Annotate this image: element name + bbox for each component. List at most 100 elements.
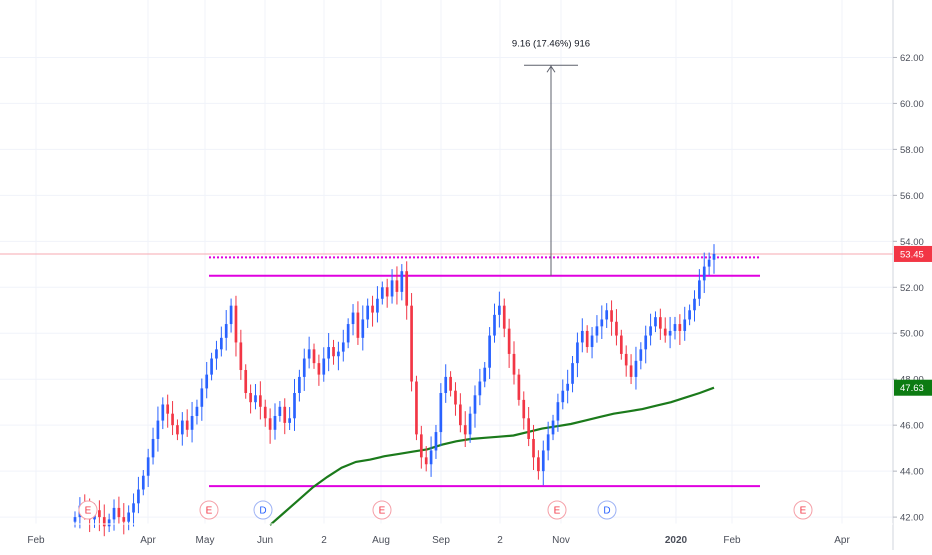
earnings-marker[interactable]: E — [372, 500, 392, 520]
x-tick-label: May — [196, 535, 215, 546]
candle-down — [527, 418, 530, 439]
candle-down — [517, 374, 521, 400]
candle-down — [449, 376, 452, 391]
candle-up — [580, 330, 584, 343]
candle-up — [302, 358, 306, 377]
candle-up — [639, 349, 643, 361]
price-badge — [894, 379, 932, 396]
y-tick-label: 50.00 — [900, 329, 924, 340]
candle-up — [649, 326, 652, 336]
candle-up — [180, 420, 184, 435]
candle-up — [341, 342, 345, 352]
candle-down — [356, 312, 360, 338]
x-tick-label: Jun — [257, 535, 273, 546]
candle-down — [332, 347, 335, 357]
candle-up — [600, 319, 604, 327]
candle-down — [585, 330, 589, 348]
candle-up — [551, 420, 555, 435]
candle-up — [137, 489, 140, 504]
candle-up — [673, 324, 677, 331]
moving-average-line[interactable] — [269, 386, 715, 526]
event-marker-label: E — [85, 506, 92, 517]
candle-down — [239, 342, 243, 371]
candle-up — [688, 310, 691, 320]
candle-up — [444, 376, 448, 393]
candle-up — [219, 337, 223, 350]
price-badge-label: 47.63 — [900, 383, 924, 394]
candle-down — [259, 395, 262, 407]
candle-up — [376, 298, 379, 313]
candle-up — [205, 374, 209, 389]
event-marker-circle — [597, 500, 617, 520]
candle-up — [112, 507, 116, 520]
event-marker-label: D — [259, 506, 266, 517]
event-marker-circle — [372, 500, 392, 520]
candle-up — [707, 259, 711, 267]
candle-down — [102, 517, 106, 527]
candle-up — [307, 349, 311, 359]
candle-up — [141, 475, 145, 490]
x-tick-label: 2020 — [665, 535, 688, 546]
candle-up — [498, 305, 501, 315]
y-tick-label: 54.00 — [900, 237, 924, 248]
event-marker-label: E — [206, 506, 213, 517]
candle-up — [127, 512, 130, 522]
candle-up — [366, 305, 370, 320]
candle-down — [619, 335, 623, 354]
event-marker-circle — [199, 500, 219, 520]
candle-up — [473, 395, 477, 414]
x-tick-label: 2 — [497, 535, 503, 546]
candle-down — [463, 425, 467, 435]
dividend-marker[interactable]: D — [253, 500, 273, 520]
measure-label: 9.16 (17.46%) 916 — [512, 38, 590, 49]
candle-down — [410, 305, 413, 382]
y-tick-label: 42.00 — [900, 513, 924, 524]
x-tick-label: Feb — [27, 535, 45, 546]
candle-down — [454, 390, 457, 405]
earnings-marker[interactable]: E — [199, 500, 219, 520]
candle-up — [351, 312, 355, 325]
candle-up — [278, 406, 282, 416]
y-tick-label: 58.00 — [900, 145, 924, 156]
candle-down — [659, 317, 662, 329]
candle-down — [283, 406, 287, 423]
candle-up — [668, 330, 672, 336]
y-tick-label: 52.00 — [900, 283, 924, 294]
y-tick-label: 46.00 — [900, 421, 924, 432]
event-marker-label: E — [554, 506, 561, 517]
candle-up — [712, 253, 716, 260]
candle-up — [488, 335, 491, 368]
candle-up — [434, 432, 438, 451]
event-marker-label: E — [800, 506, 807, 517]
candle-down — [234, 305, 238, 343]
candle-up — [493, 314, 496, 336]
candle-up — [73, 517, 77, 522]
earnings-marker[interactable]: E — [793, 500, 813, 520]
candle-up — [288, 418, 291, 423]
y-tick-label: 60.00 — [900, 99, 924, 110]
candle-up — [380, 287, 384, 299]
candle-down — [663, 328, 667, 336]
candle-up — [132, 503, 135, 513]
candle-down — [98, 510, 101, 518]
earnings-marker[interactable]: E — [78, 500, 98, 520]
candle-up — [468, 413, 472, 435]
x-tick-label: Nov — [552, 535, 570, 546]
candle-up — [156, 420, 160, 439]
candle-up — [215, 349, 218, 359]
candle-down — [263, 406, 267, 419]
candle-down — [166, 404, 170, 414]
candle-down — [122, 517, 126, 522]
candle-up — [107, 519, 111, 527]
event-marker-circle — [547, 500, 567, 520]
dividend-marker[interactable]: D — [597, 500, 617, 520]
earnings-marker[interactable]: E — [547, 500, 567, 520]
candle-up — [541, 450, 545, 472]
candle-up — [322, 358, 326, 375]
candle-up — [546, 434, 550, 451]
x-tick-label: Aug — [372, 535, 390, 546]
candle-down — [678, 324, 682, 331]
candle-up — [146, 457, 150, 476]
